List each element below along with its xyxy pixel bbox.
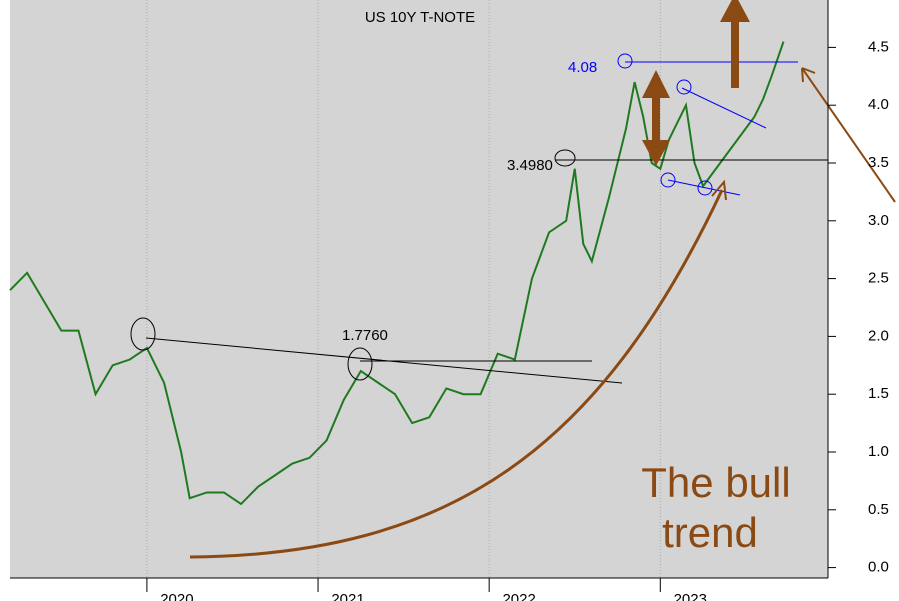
y-tick-label: 0.5	[868, 501, 889, 518]
trend-line	[681, 87, 767, 129]
y-tick-label: 4.0	[868, 96, 889, 113]
circle	[130, 317, 156, 351]
arrow-head	[642, 70, 670, 166]
y-tick-label: 1.0	[868, 443, 889, 460]
arrow	[801, 67, 896, 203]
y-tick-label: 0.0	[868, 559, 889, 576]
arrow-head	[720, 0, 750, 22]
circle	[617, 53, 633, 69]
annotation: 1.7760	[342, 327, 388, 344]
annotations	[130, 0, 896, 559]
circle	[660, 172, 676, 188]
chart-title: US 10Y T-NOTE	[365, 9, 475, 26]
x-tick-label: 2021	[331, 591, 364, 601]
trend-line	[667, 179, 741, 196]
y-tick-label: 3.0	[868, 212, 889, 229]
x-tick-label: 2020	[160, 591, 193, 601]
y-tick-label: 4.5	[868, 38, 889, 55]
circle	[347, 347, 373, 381]
annotation: trend	[662, 509, 758, 556]
y-tick-label: 2.0	[868, 327, 889, 344]
plot-area	[10, 0, 828, 578]
circle	[697, 180, 713, 196]
price	[9, 41, 785, 506]
circle	[676, 79, 692, 95]
price-line	[9, 41, 785, 506]
annotation: 3.4980	[507, 157, 553, 174]
y-tick-label: 1.5	[868, 385, 889, 402]
x-tick-label: 2022	[502, 591, 535, 601]
x-tick-label: 2023	[674, 591, 707, 601]
y-tick-label: 2.5	[868, 270, 889, 287]
circle	[554, 149, 576, 167]
annotation: The bull	[641, 459, 790, 506]
annotation: 4.08	[568, 59, 597, 76]
curve-arrow	[189, 189, 724, 559]
arrow-head	[711, 179, 727, 201]
y-tick-label: 3.5	[868, 154, 889, 171]
